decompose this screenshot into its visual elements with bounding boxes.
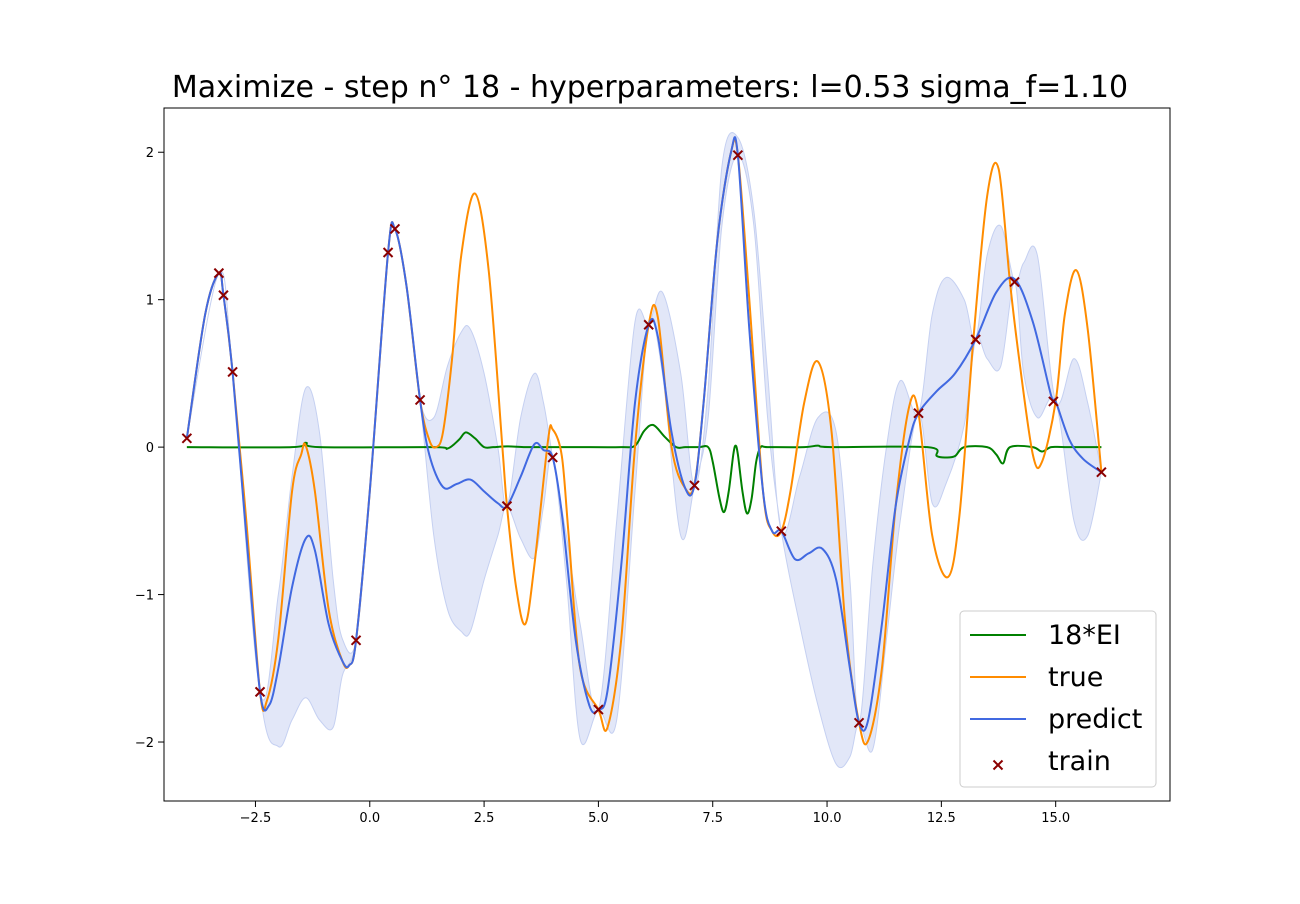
train-point-stroke	[1048, 396, 1059, 407]
x-tick-label: 5.0	[588, 811, 609, 826]
train-point	[181, 433, 193, 444]
train-point-stroke	[414, 394, 426, 406]
train-point-stroke	[643, 319, 654, 330]
train-point-stroke	[389, 223, 401, 235]
train-point-stroke	[350, 635, 362, 646]
train-point-stroke	[593, 704, 604, 715]
train-point	[547, 452, 558, 463]
train-point-stroke	[254, 686, 266, 698]
train-point	[227, 366, 238, 378]
legend-entry-true: true	[970, 662, 1103, 693]
x-tick-label: 12.5	[927, 811, 956, 826]
confidence-band-layer	[186, 132, 1102, 769]
true-line	[185, 138, 1103, 746]
y-tick-label: −1	[135, 589, 154, 604]
train-point	[382, 247, 394, 258]
train-point	[593, 704, 604, 715]
train-point-stroke	[382, 247, 394, 258]
train-point	[776, 525, 787, 537]
chart-title: Maximize - step n° 18 - hyperparameters:…	[171, 70, 1129, 105]
train-point	[913, 408, 924, 419]
x-tick-label: −2.5	[240, 811, 272, 826]
legend-label: train	[1048, 746, 1111, 777]
train-point	[218, 290, 229, 301]
train-point	[1009, 276, 1020, 288]
x-axis: −2.5 0.0 2.5 5.0 7.5 10.0 12.5 15.0	[240, 801, 1070, 826]
legend-entry-train: train	[992, 746, 1111, 777]
legend-box	[959, 610, 1157, 788]
plot-frame	[163, 107, 1171, 802]
x-tick-label: 15.0	[1041, 811, 1070, 826]
train-point-stroke	[227, 366, 238, 378]
legend-swatch	[992, 759, 1004, 771]
x-tick-label: 0.0	[359, 811, 380, 826]
train-point-stroke	[689, 480, 700, 491]
legend: 18*EI true predict train	[959, 610, 1157, 788]
train-point	[213, 267, 225, 279]
x-tick-label: 10.0	[813, 811, 842, 826]
train-point-stroke	[776, 525, 787, 537]
train-point	[1096, 466, 1107, 478]
train-point-stroke	[547, 452, 558, 463]
train-point-stroke	[853, 717, 865, 729]
train-point	[1048, 396, 1059, 407]
train-point-stroke	[970, 334, 981, 345]
legend-label: true	[1048, 662, 1103, 693]
train-point	[501, 500, 513, 512]
legend-label: 18*EI	[1048, 620, 1121, 651]
train-point	[970, 334, 981, 345]
train-point	[643, 319, 654, 330]
train-point	[732, 149, 744, 161]
train-point	[254, 686, 266, 698]
legend-entry-predict: predict	[970, 704, 1142, 735]
train-point-stroke	[1096, 466, 1107, 478]
predict-line	[185, 136, 1102, 732]
y-axis: −2 −1 0 1 2	[135, 146, 164, 751]
confidence-band	[186, 132, 1102, 769]
train-point	[853, 717, 865, 729]
train-point-stroke	[181, 433, 193, 444]
y-tick-label: 1	[146, 294, 154, 309]
x-tick-label: 7.5	[702, 811, 723, 826]
y-tick-label: −2	[135, 736, 154, 751]
train-point-stroke	[501, 500, 513, 512]
train-point-stroke	[213, 267, 225, 279]
legend-label: predict	[1048, 704, 1142, 735]
train-point-stroke	[1009, 276, 1020, 288]
series-layer	[185, 136, 1103, 746]
train-point-stroke	[218, 290, 229, 301]
train-point	[414, 394, 426, 406]
train-point-stroke	[732, 149, 744, 161]
x-tick-label: 2.5	[474, 811, 495, 826]
train-point	[689, 480, 700, 491]
train-point-stroke	[913, 408, 924, 419]
train-point	[389, 223, 401, 235]
train-point	[350, 635, 362, 646]
train-points-layer	[181, 149, 1107, 729]
y-tick-label: 0	[146, 441, 154, 456]
legend-entry-ei: 18*EI	[970, 620, 1121, 651]
y-tick-label: 2	[146, 146, 154, 161]
